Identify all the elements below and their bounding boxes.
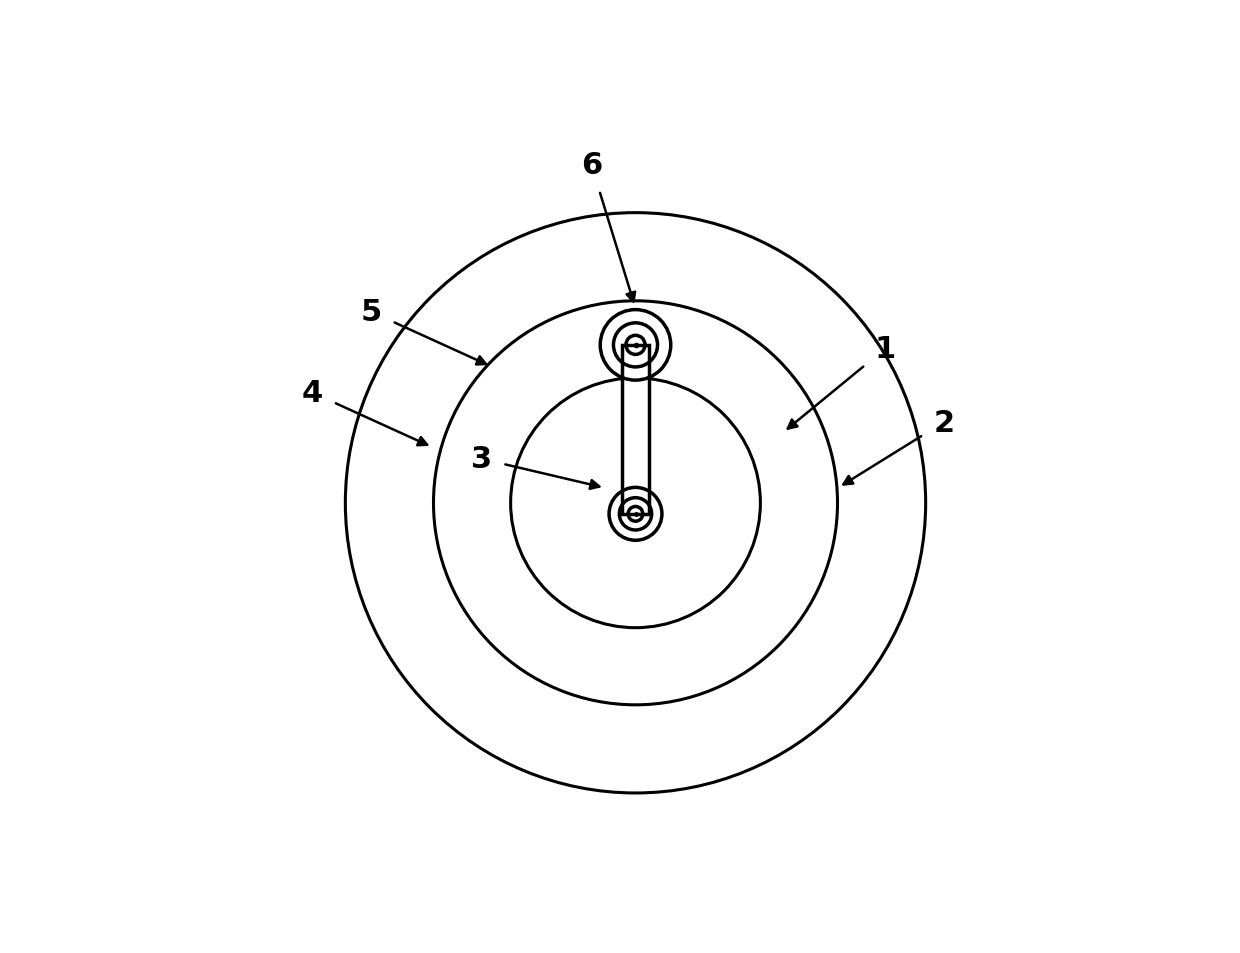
Text: 1: 1: [787, 335, 895, 429]
Text: 6: 6: [580, 152, 635, 302]
Text: 3: 3: [471, 445, 599, 489]
Bar: [622, 346, 649, 515]
Text: 4: 4: [301, 378, 427, 446]
Text: 2: 2: [843, 408, 955, 485]
Text: 5: 5: [361, 298, 486, 365]
